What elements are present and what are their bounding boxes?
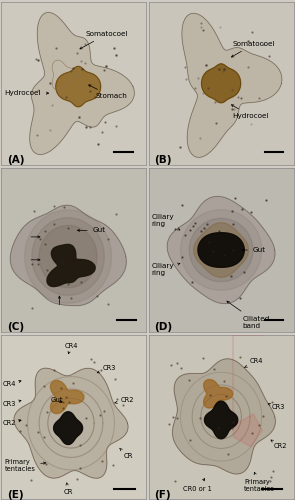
Polygon shape [54,412,83,444]
Polygon shape [50,380,84,414]
Text: (F): (F) [155,490,171,500]
Text: Ciliary
ring: Ciliary ring [152,263,180,276]
Text: Gut: Gut [78,228,106,234]
Text: Somatocoel: Somatocoel [231,41,275,57]
Text: CR3: CR3 [3,400,21,406]
Text: Stomach: Stomach [89,85,127,100]
Text: CR2: CR2 [3,420,21,426]
Text: Ciliated
band: Ciliated band [227,301,270,328]
Polygon shape [39,226,97,288]
Polygon shape [167,196,275,304]
Text: CR4: CR4 [3,380,21,387]
Text: CR4: CR4 [64,344,78,353]
Polygon shape [47,244,95,286]
Text: (D): (D) [155,322,173,332]
Text: Gut: Gut [51,398,63,404]
Text: (B): (B) [155,156,172,166]
Text: (A): (A) [7,156,25,166]
Text: Hydrocoel: Hydrocoel [231,105,269,119]
Polygon shape [204,401,238,439]
Text: CR2: CR2 [115,398,134,404]
Text: CR2: CR2 [271,440,287,449]
Text: CR0 or 1: CR0 or 1 [183,478,212,492]
Polygon shape [10,205,126,306]
Text: CR: CR [120,448,133,459]
Text: Hydrocoel: Hydrocoel [4,90,49,96]
Polygon shape [189,218,253,282]
Text: CR: CR [63,483,73,495]
Polygon shape [173,359,275,474]
Polygon shape [30,12,134,154]
Text: CR3: CR3 [97,364,116,373]
Text: Somatocoel: Somatocoel [80,31,128,49]
Polygon shape [32,218,104,296]
Polygon shape [198,232,244,268]
Polygon shape [56,66,101,107]
Text: (E): (E) [7,490,24,500]
Polygon shape [204,380,233,408]
Text: CR3: CR3 [268,404,285,410]
Polygon shape [181,210,262,290]
Text: (C): (C) [7,322,24,332]
Polygon shape [182,14,282,158]
Text: Primary
tentacles: Primary tentacles [244,472,275,492]
Text: Primary
tentacles: Primary tentacles [4,460,46,472]
Text: CR4: CR4 [245,358,263,368]
Polygon shape [194,222,249,278]
Polygon shape [201,64,241,103]
Polygon shape [25,210,112,303]
Polygon shape [14,368,128,478]
Text: Ciliary
ring: Ciliary ring [152,214,180,230]
Text: Gut: Gut [242,247,266,253]
